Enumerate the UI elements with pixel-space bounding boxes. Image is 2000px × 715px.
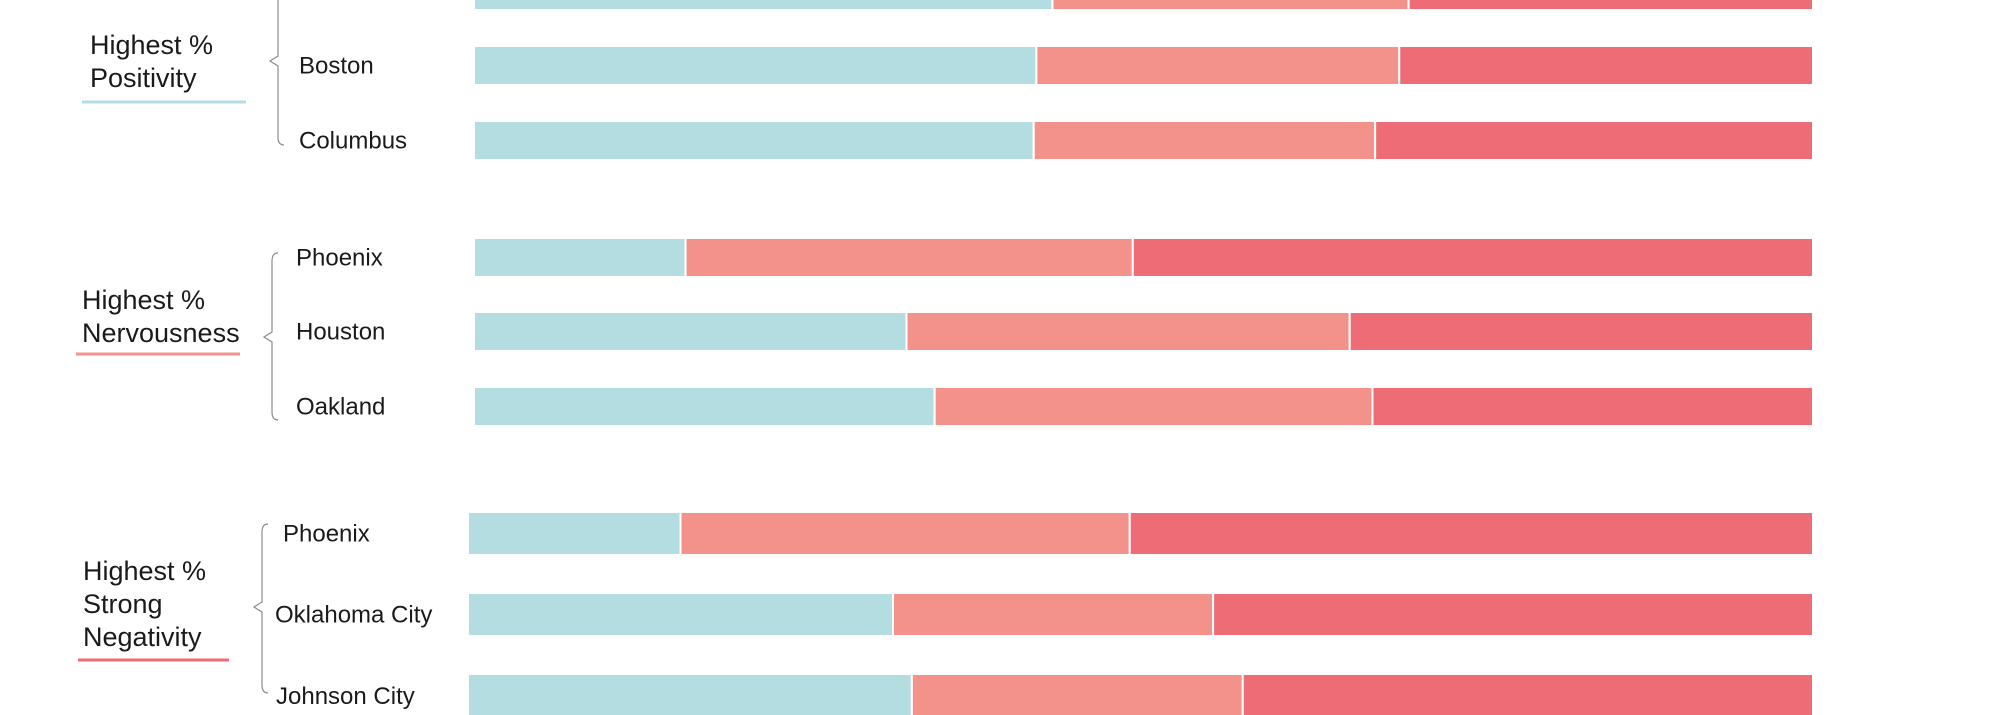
group-title-2-line-1: Strong — [83, 589, 163, 619]
city-label-8: Johnson City — [276, 683, 415, 710]
city-label-1: Boston — [299, 53, 374, 80]
group-brace-0 — [268, 0, 285, 146]
bar-segment-r2-s1 — [1032, 120, 1377, 161]
bar-segment-r6-s1 — [679, 511, 1131, 556]
city-label-5: Oakland — [296, 394, 385, 421]
bar-segment-r1-s0 — [473, 45, 1038, 86]
bar-segment-r8-s1 — [910, 673, 1244, 715]
bar-segment-r0-s1 — [1051, 0, 1410, 11]
bar-segment-r7-s1 — [892, 592, 1215, 637]
city-label-4: Houston — [296, 319, 385, 346]
city-label-6: Phoenix — [283, 521, 370, 548]
group-title-2-line-0: Highest % — [83, 556, 206, 586]
bar-segment-r5-s1 — [933, 386, 1374, 427]
bar-segment-r3-s0 — [473, 237, 687, 278]
bar-segment-r0-s0 — [473, 0, 1054, 11]
group-title-1-line-0: Highest % — [82, 285, 205, 315]
bar-segment-r2-s0 — [473, 120, 1035, 161]
bar-segment-r3-s2 — [1131, 237, 1814, 278]
bar-segment-r5-s0 — [473, 386, 936, 427]
bar-segment-r8-s2 — [1241, 673, 1814, 715]
bar-segment-r3-s1 — [684, 237, 1134, 278]
bar-segment-r4-s2 — [1348, 311, 1815, 352]
bar-segment-r1-s1 — [1035, 45, 1401, 86]
bar-segment-r4-s1 — [905, 311, 1351, 352]
bar-segment-r7-s0 — [467, 592, 895, 637]
city-label-2: Columbus — [299, 128, 407, 155]
group-title-1-line-1: Nervousness — [82, 318, 240, 348]
group-title-0-line-1: Positivity — [90, 63, 197, 93]
bar-segment-r2-s2 — [1374, 120, 1814, 161]
bar-segment-r1-s2 — [1398, 45, 1815, 86]
bar-segment-r5-s2 — [1371, 386, 1814, 427]
city-label-3: Phoenix — [296, 245, 383, 272]
bar-segment-r4-s0 — [473, 311, 908, 352]
bar-segment-r0-s2 — [1407, 0, 1814, 11]
bar-segment-r6-s2 — [1128, 511, 1814, 556]
group-title-2-line-2: Negativity — [83, 622, 202, 652]
city-label-7: Oklahoma City — [275, 602, 432, 629]
group-title-0-line-0: Highest % — [90, 30, 213, 60]
bar-segment-r7-s2 — [1212, 592, 1814, 637]
group-brace-2 — [252, 523, 269, 694]
bar-segment-r6-s0 — [467, 511, 682, 556]
bar-segment-r8-s0 — [467, 673, 913, 715]
group-brace-1 — [262, 252, 279, 421]
